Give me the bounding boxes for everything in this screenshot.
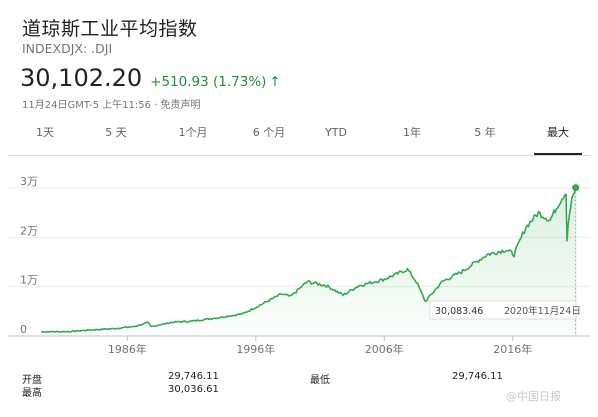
tab-6-months[interactable]: 6 个月 <box>252 126 286 139</box>
tab-ytd[interactable]: YTD <box>325 126 347 139</box>
tooltip-date: 2020年11月24日 <box>504 305 581 317</box>
current-price: 30,102.20 <box>20 64 143 92</box>
price-chart[interactable]: 0 1万 2万 3万 1986年 1996年 2006年 2016年 30,083.46 2… <box>0 155 598 369</box>
price-line <box>41 187 577 333</box>
tooltip-value: 30,083.46 <box>435 306 483 317</box>
y-tick-label: 1万 <box>20 274 38 287</box>
y-tick-label: 0 <box>20 323 27 336</box>
x-tick-label: 1996年 <box>236 342 275 356</box>
watermark-text: @中国日报 <box>506 390 561 403</box>
timestamp-disclaimer[interactable]: 11月24日GMT-5 上午11:56 · 免责声明 <box>22 100 201 111</box>
up-arrow-icon: ↑ <box>269 74 281 90</box>
x-tick-label: 2016年 <box>493 342 532 356</box>
index-title: 道琼斯工业平均指数 <box>22 18 198 40</box>
y-tick-label: 3万 <box>20 175 38 188</box>
tab-1-month[interactable]: 1个月 <box>178 126 208 139</box>
tab-5-days[interactable]: 5 天 <box>105 126 127 139</box>
stat-low-label: 最低 <box>310 375 330 386</box>
tab-1-day[interactable]: 1天 <box>36 126 54 139</box>
price-area <box>41 187 576 336</box>
price-change: +510.93 (1.73%) <box>150 74 267 90</box>
stat-open-value: 29,746.11 <box>168 371 219 382</box>
tab-1-year[interactable]: 1年 <box>403 126 421 139</box>
x-tick-label: 2006年 <box>365 342 404 356</box>
range-tabs: 1天 5 天 1个月 6 个月 YTD 1年 5 年 最大 <box>8 121 590 156</box>
hover-dot <box>572 184 580 192</box>
ticker-symbol: INDEXDJX: .DJI <box>22 41 113 56</box>
stat-high-label: 最高 <box>22 388 42 399</box>
tab-5-years[interactable]: 5 年 <box>474 126 496 139</box>
chart-tooltip: 30,083.46 2020年11月24日 <box>429 300 581 320</box>
tab-max[interactable]: 最大 <box>534 121 582 155</box>
price-row: 30,102.20 +510.93 (1.73%) ↑ <box>20 64 281 96</box>
stat-open-label: 开盘 <box>22 375 42 386</box>
x-tick-label: 1986年 <box>108 342 147 356</box>
stat-high-value: 30,036.61 <box>168 384 219 395</box>
y-tick-label: 2万 <box>20 224 38 237</box>
stat-low-value: 29,746.11 <box>452 371 503 382</box>
